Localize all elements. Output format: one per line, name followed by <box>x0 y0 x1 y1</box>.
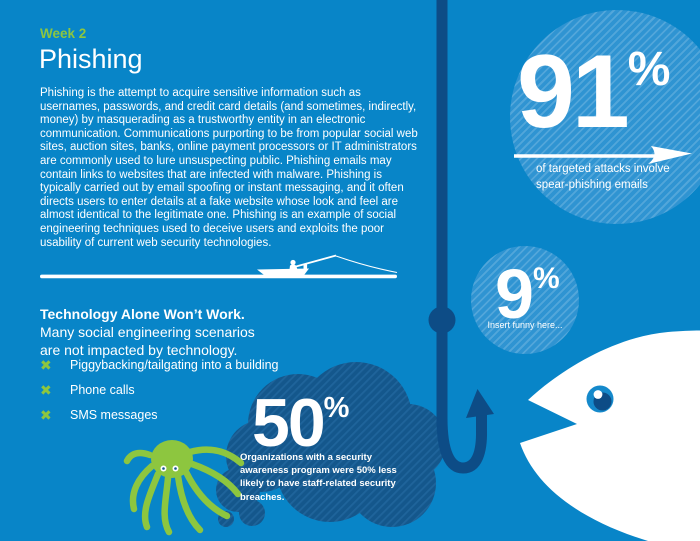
fish-hook-illustration <box>428 0 494 474</box>
stat-91-number: 91 % <box>517 40 670 144</box>
phishing-description: Phishing is the attempt to acquire sensi… <box>40 87 418 249</box>
stat-50-number: 50 % <box>252 389 349 457</box>
stat-91-caption-line1: of targeted attacks involve <box>536 163 670 175</box>
stat-91-caption-line2: spear-phishing emails <box>536 178 648 191</box>
list-item-label: Piggybacking/tailgating into a building <box>70 358 279 372</box>
octopus-tentacles <box>123 446 245 536</box>
fishing-line <box>335 255 398 274</box>
hook-curve <box>436 414 488 474</box>
fisherman <box>290 259 296 266</box>
boat-illustration <box>257 254 398 277</box>
divider-and-boat <box>40 254 398 279</box>
technology-subheading-line1: Many social engineering scenarios <box>40 324 255 340</box>
x-mark-icon: ✖ <box>40 407 52 423</box>
page-title: Phishing <box>39 44 143 74</box>
boat-hull <box>257 268 309 277</box>
stat-9-number: 9 % <box>495 259 560 329</box>
hook-line <box>436 0 448 426</box>
divider-line <box>40 274 397 279</box>
list-item: ✖ SMS messages <box>40 408 158 422</box>
fish-eye-highlight <box>593 390 603 399</box>
octopus-head <box>151 440 193 478</box>
octopus-illustration <box>123 440 245 536</box>
hook-knot <box>428 306 456 334</box>
technology-subheading-line2: are not impacted by technology. <box>40 341 238 358</box>
fish-body <box>520 330 700 541</box>
fishing-rod <box>295 254 337 268</box>
stat-91-value: 91 <box>517 34 630 150</box>
stat-50-caption: Organizations with a security awareness … <box>240 452 397 503</box>
stat-50-value: 50 <box>252 385 326 461</box>
stat-91-percent: % <box>627 43 671 96</box>
stat-91-circle: 91 % of targeted attacks involve spear-p… <box>510 10 700 224</box>
thought-bubble <box>239 500 265 526</box>
stat-9-value: 9 <box>495 255 534 333</box>
technology-subheading: Many social engineering scenarios are no… <box>40 324 255 359</box>
list-item-label: SMS messages <box>70 408 158 422</box>
list-item: ✖ Phone calls <box>40 383 135 397</box>
week-label: Week 2 <box>40 26 87 41</box>
list-item: ✖ Piggybacking/tailgating into a buildin… <box>40 358 278 372</box>
list-item-label: Phone calls <box>70 383 135 397</box>
x-mark-icon: ✖ <box>40 357 52 373</box>
technology-heading: Technology Alone Won’t Work. <box>40 306 245 322</box>
stat-9-percent: % <box>532 262 560 295</box>
x-mark-icon: ✖ <box>40 382 52 398</box>
stat-50-percent: % <box>323 392 350 424</box>
stat-9-circle: 9 % Insert funny here... <box>471 246 579 354</box>
big-fish-illustration <box>520 330 700 541</box>
stat-9-caption: Insert funny here... <box>487 320 563 330</box>
arrow-right-icon <box>514 146 692 164</box>
hook-barb <box>466 389 494 418</box>
stat-91-caption: of targeted attacks involve spear-phishi… <box>536 162 670 193</box>
